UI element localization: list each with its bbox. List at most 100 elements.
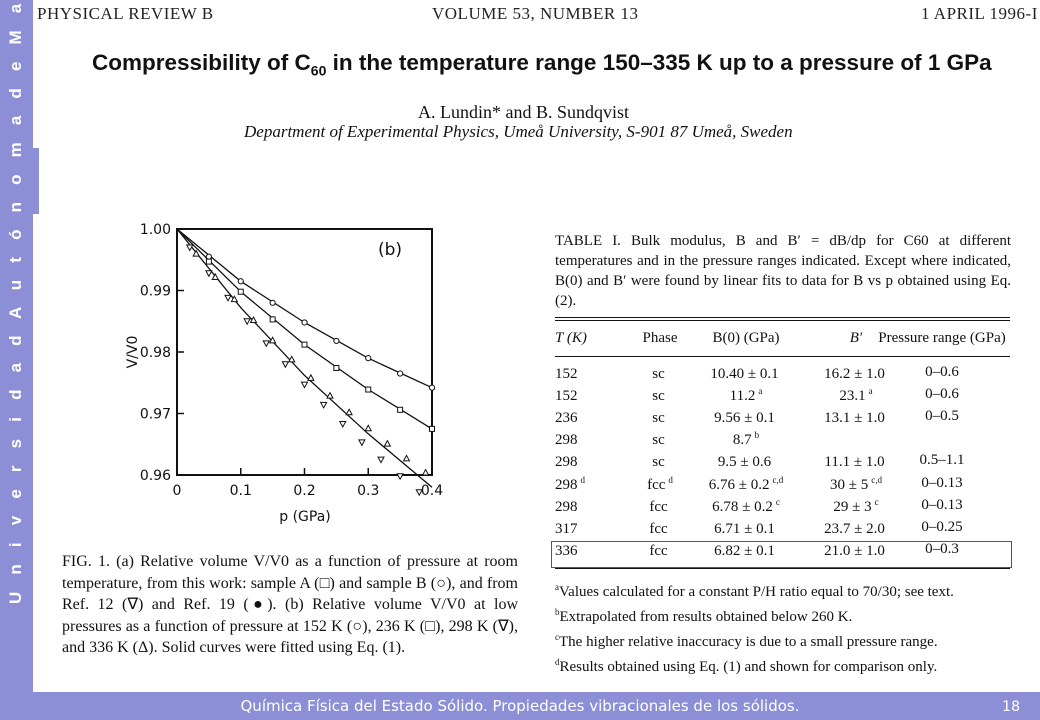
cell-bprime: 23.7 ± 2.0 <box>824 520 885 537</box>
authors: A. Lundin* and B. Sundqvist <box>418 102 630 122</box>
title-before: Compressibility of C <box>92 50 311 75</box>
table-rule-top-2 <box>555 320 1010 321</box>
cell-temperature: 298 <box>555 498 578 515</box>
table-caption: TABLE I. Bulk modulus, B and B′ = dB/dp … <box>555 233 1011 309</box>
cell-phase: sc <box>652 388 665 405</box>
cell-b0: 6.76 ± 0.2 c,d <box>708 474 784 493</box>
data-point-circle <box>428 384 436 391</box>
data-point-circle <box>365 355 372 362</box>
highlight-box <box>551 541 1012 568</box>
data-point-square <box>397 406 404 413</box>
fit-curves <box>176 228 433 488</box>
data-point-triangle-up <box>364 424 373 432</box>
cell-temperature: 317 <box>555 520 578 537</box>
table-row: 298 d fcc d 6.76 ± 0.2 c,d 30 ± 5 c,d 0–0.13 <box>555 475 1010 497</box>
table-row: 317 fcc 6.71 ± 0.1 23.7 ± 2.0 0–0.25 <box>555 519 1010 541</box>
data-point-circle <box>333 337 340 345</box>
cell-temperature: 298 <box>555 454 578 471</box>
footnote: aValues calculated for a constant P/H ra… <box>555 582 954 600</box>
cell-b0: 10.40 ± 0.1 <box>710 366 779 382</box>
data-point-triangle-down <box>377 456 385 464</box>
data-point-circle <box>397 370 404 377</box>
cell-phase: sc <box>652 410 665 427</box>
data-point-triangle-down <box>185 244 194 252</box>
x-tick-label: 0.1 <box>230 483 252 499</box>
data-points <box>185 244 436 497</box>
data-point-triangle-down <box>396 473 404 481</box>
x-axis-label: p (GPa) <box>279 509 331 525</box>
data-point-triangle-down <box>243 318 251 326</box>
cell-range: 0–0.6 <box>925 386 959 403</box>
compressibility-chart: 0 0.1 0.2 0.3 0.4 0.96 0.97 0.98 0.99 1.00 (b) p … <box>125 222 443 525</box>
cell-temperature: 152 <box>555 366 578 382</box>
cell-bprime: 23.1 a <box>839 386 873 405</box>
cell-range: 0–0.13 <box>921 474 963 491</box>
cell-phase: fcc <box>649 542 668 559</box>
data-point-triangle-up <box>249 315 258 324</box>
data-point-square <box>429 425 435 432</box>
journal-volume: VOLUME 53, NUMBER 13 <box>432 4 639 23</box>
data-point-triangle-down <box>338 420 347 428</box>
cell-phase: sc <box>652 366 665 382</box>
data-point-triangle-down <box>262 340 271 348</box>
data-point-circle <box>269 299 276 306</box>
cell-b0: 6.71 ± 0.1 <box>714 520 775 537</box>
paper-title: Compressibility of C60 in the temperatur… <box>92 50 1012 79</box>
sidebar-university-label: U n i v e r s i d a d A u t ó n o m a d … <box>6 0 25 604</box>
panel-label: (b) <box>378 240 402 260</box>
sidebar-band <box>0 0 33 692</box>
cell-bprime: 21.0 ± 1.0 <box>824 542 885 559</box>
cell-temperature: 298 <box>555 432 578 449</box>
y-tick-label: 0.97 <box>140 407 171 423</box>
x-tick-label: 0 <box>173 483 182 499</box>
footnote: bExtrapolated from results obtained belo… <box>555 607 853 625</box>
y-tick-label: 1.00 <box>140 222 171 238</box>
cell-range: 0–0.6 <box>925 364 959 380</box>
cell-temperature: 236 <box>555 410 578 427</box>
data-point-circle <box>301 319 308 326</box>
footer-course-title: Química Física del Estado Sólido. Propie… <box>240 697 800 715</box>
cell-bprime: 13.1 ± 1.0 <box>824 410 885 427</box>
col-header-range: Pressure range (GPa) <box>878 330 1006 346</box>
cell-bprime <box>809 430 903 449</box>
cell-range: 0–0.25 <box>921 518 963 535</box>
cell-b0: 6.82 ± 0.1 <box>714 542 775 559</box>
col-header-t: T (K) <box>555 330 587 346</box>
axis-ticks: 0 0.1 0.2 0.3 0.4 0.96 0.97 0.98 0.99 1.00 <box>140 222 443 499</box>
figure-caption: FIG. 1. (a) Relative volume V/V0 as a fu… <box>62 553 518 656</box>
cell-phase: fcc d <box>647 474 673 493</box>
cell-phase: fcc <box>649 498 668 515</box>
cell-bprime: 11.1 ± 1.0 <box>824 454 885 471</box>
cell-temperature: 336 <box>555 542 578 559</box>
table-row: 152 sc 11.2 a 23.1 a 0–0.6 <box>555 386 1010 408</box>
table-row: 336 fcc 6.82 ± 0.1 21.0 ± 1.0 0–0.3 <box>555 541 1010 563</box>
cell-range: 0–0.5 <box>925 408 959 425</box>
data-point-square <box>333 364 340 371</box>
x-tick-label: 0.2 <box>293 483 315 499</box>
data-point-square <box>301 341 308 348</box>
cell-range: 0–0.13 <box>921 496 963 513</box>
cell-range: 0–0.3 <box>925 540 959 557</box>
data-point-triangle-up <box>287 355 296 363</box>
table-row: 152 sc 10.40 ± 0.1 16.2 ± 1.0 0–0.6 <box>555 364 1010 386</box>
data-point-triangle-up <box>230 295 239 303</box>
x-tick-label: 0.3 <box>357 483 379 499</box>
title-subscript: 60 <box>310 62 327 79</box>
y-axis-label: V/V0 <box>125 336 141 369</box>
table-footnotes: aValues calculated for a constant P/H ra… <box>555 577 1015 677</box>
cell-range: 0.5–1.1 <box>919 452 965 469</box>
table-rule-bottom <box>555 568 1010 569</box>
cell-b0: 9.5 ± 0.6 <box>717 454 772 471</box>
y-tick-label: 0.99 <box>140 284 171 300</box>
data-point-triangle-down <box>300 381 309 389</box>
sidebar-notch <box>33 148 39 214</box>
col-header-b0: B(0) (GPa) <box>712 330 780 346</box>
data-point-triangle-up <box>383 439 392 447</box>
data-point-triangle-up <box>345 408 353 416</box>
y-tick-label: 0.98 <box>140 345 171 361</box>
data-point-triangle-up <box>192 249 200 257</box>
cell-temperature: 152 <box>555 388 578 405</box>
cell-bprime: 16.2 ± 1.0 <box>824 366 885 382</box>
data-point-square <box>205 258 212 265</box>
